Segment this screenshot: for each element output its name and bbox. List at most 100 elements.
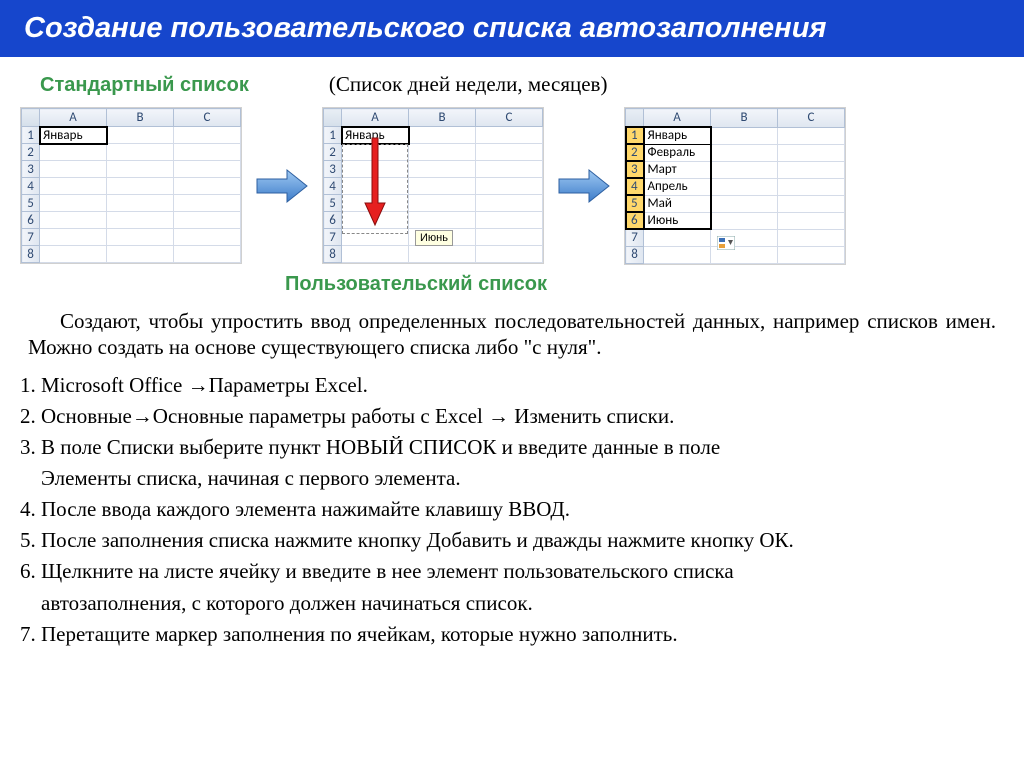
arrow-right-icon: [554, 166, 614, 206]
cell: [40, 195, 107, 212]
col-header: A: [342, 109, 409, 127]
row-header: 5: [22, 195, 40, 212]
cell: [778, 161, 845, 178]
row-header: 2: [22, 144, 40, 161]
select-all-corner: [324, 109, 342, 127]
row-header: 5: [626, 195, 644, 212]
cell: [476, 178, 543, 195]
step-item: 2. Основные→Основные параметры работы с …: [20, 401, 1004, 432]
col-header: B: [107, 109, 174, 127]
cell: [476, 127, 543, 144]
cell: [107, 178, 174, 195]
step-item: 6. Щелкните на листе ячейку и введите в …: [20, 556, 1004, 618]
cell: [40, 246, 107, 263]
cell-a1: Январь: [342, 127, 409, 144]
custom-list-heading-row: Пользовательский список: [0, 265, 1024, 302]
row-header: 8: [324, 246, 342, 263]
col-header: B: [409, 109, 476, 127]
row-header: 4: [324, 178, 342, 195]
cell: [644, 229, 711, 246]
cell: [174, 212, 241, 229]
row-header: 3: [626, 161, 644, 178]
cell: [409, 161, 476, 178]
cell-a1: Январь: [40, 127, 107, 144]
cell: [174, 246, 241, 263]
cell: Февраль: [644, 144, 711, 161]
cell: [476, 161, 543, 178]
cell: Апрель: [644, 178, 711, 195]
cell: [711, 195, 778, 212]
cell: [476, 229, 543, 246]
cell: [476, 195, 543, 212]
cell: [409, 144, 476, 161]
row-header: 5: [324, 195, 342, 212]
row-header: 4: [22, 178, 40, 195]
cell: [342, 144, 409, 161]
slide-title: Создание пользовательского списка автоза…: [0, 0, 1024, 57]
cell: [409, 246, 476, 263]
headings-row: Стандартный список (Список дней недели, …: [0, 57, 1024, 107]
col-header: C: [778, 109, 845, 128]
cell: [342, 246, 409, 263]
cell: Май: [644, 195, 711, 212]
cell: [644, 246, 711, 263]
cell: [778, 178, 845, 195]
cell: [40, 212, 107, 229]
col-header: A: [40, 109, 107, 127]
row-header: 6: [22, 212, 40, 229]
cell: [711, 212, 778, 229]
intro-paragraph: Создают, чтобы упростить ввод определенн…: [0, 302, 1024, 367]
cell: [711, 161, 778, 178]
row-header: 7: [324, 229, 342, 246]
arrow-right-icon: [252, 166, 312, 206]
cell: [174, 229, 241, 246]
steps-list: 1. Microsoft Office →Параметры Excel. 2.…: [0, 366, 1024, 650]
standard-list-heading: Стандартный список: [40, 74, 249, 97]
col-header: A: [644, 109, 711, 128]
cell: [174, 178, 241, 195]
row-header: 8: [22, 246, 40, 263]
excel-step3: A B C 1Январь 2Февраль 3Март 4Апрель 5Ма…: [624, 107, 846, 265]
cell: Март: [644, 161, 711, 178]
row-header: 1: [22, 127, 40, 144]
step-item: 1. Microsoft Office →Параметры Excel.: [20, 370, 1004, 401]
cell: [778, 212, 845, 229]
cell: [778, 144, 845, 161]
cell: [107, 144, 174, 161]
cell: [342, 229, 409, 246]
row-header: 2: [626, 144, 644, 161]
cell: Январь: [644, 127, 711, 144]
cell: [778, 246, 845, 263]
row-header: 3: [22, 161, 40, 178]
autofill-options-icon: [717, 236, 735, 250]
cell: [174, 144, 241, 161]
cell: [40, 144, 107, 161]
row-header: 3: [324, 161, 342, 178]
cell: [40, 161, 107, 178]
step-item: 4. После ввода каждого элемента нажимайт…: [20, 494, 1004, 525]
row-header: 4: [626, 178, 644, 195]
cell: [409, 195, 476, 212]
cell: [107, 246, 174, 263]
cell: Июнь: [644, 212, 711, 229]
cell: [778, 229, 845, 246]
cell: [40, 178, 107, 195]
cell: [476, 144, 543, 161]
step-item: 5. После заполнения списка нажмите кнопк…: [20, 525, 1004, 556]
cell: [107, 195, 174, 212]
cell: [174, 161, 241, 178]
step-item: 3. В поле Списки выберите пункт НОВЫЙ СП…: [20, 432, 1004, 494]
col-header: C: [174, 109, 241, 127]
row-header: 2: [324, 144, 342, 161]
cell: [409, 127, 476, 144]
cell: [107, 229, 174, 246]
row-header: 6: [324, 212, 342, 229]
cell: [174, 195, 241, 212]
excel-illustration-row: A B C 1Январь 2 3 4 5 6 7 8 A B C 1Я: [0, 107, 1024, 265]
row-header: 1: [324, 127, 342, 144]
cell: [476, 212, 543, 229]
cell: [711, 127, 778, 144]
standard-list-note: (Список дней недели, месяцев): [329, 72, 608, 97]
select-all-corner: [626, 109, 644, 128]
excel-step2: A B C 1Январь 2 3 4 5 6 7 8 Июнь: [322, 107, 544, 264]
